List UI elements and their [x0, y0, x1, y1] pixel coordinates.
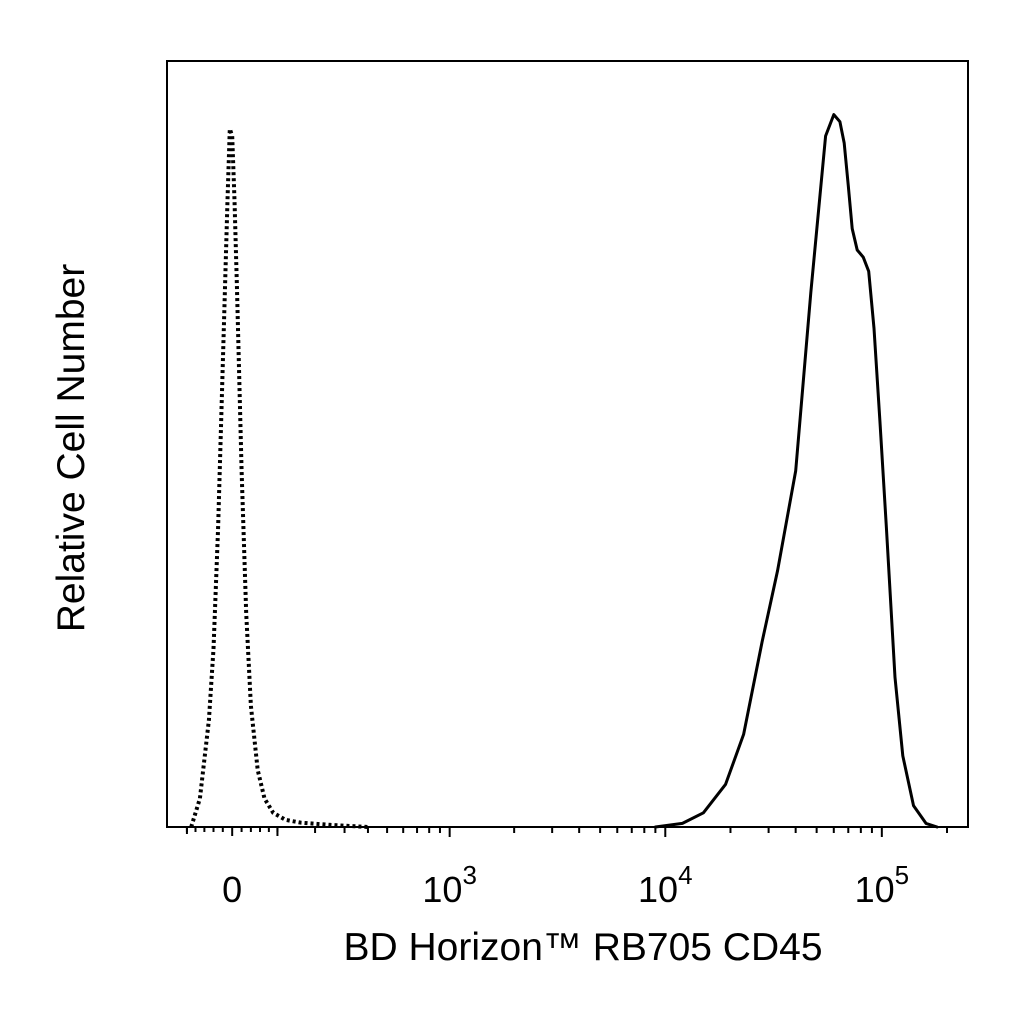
x-tick-label-exponent: 3 [462, 860, 476, 890]
x-tick-label: 103 [422, 860, 477, 910]
series-cd45-stained-line [653, 113, 939, 829]
x-axis-tick-labels: 0 103 104 105 [222, 860, 909, 910]
y-axis-label: Relative Cell Number [50, 263, 93, 633]
x-tick-label-base: 10 [422, 869, 462, 910]
x-tick-label-base: 10 [855, 869, 895, 910]
x-axis-ticks [185, 827, 949, 837]
x-tick-label: 105 [855, 860, 910, 910]
x-tick-label-exponent: 4 [678, 860, 692, 890]
x-tick-label-base: 0 [222, 869, 242, 910]
plot-frame [166, 60, 969, 828]
series-unstained-control-line [189, 126, 369, 829]
x-tick-label-exponent: 5 [895, 860, 909, 890]
x-tick-label: 104 [638, 860, 693, 910]
x-tick-label-base: 10 [638, 869, 678, 910]
x-tick-label: 0 [222, 869, 242, 910]
x-axis-label: BD Horizon™ RB705 CD45 [343, 926, 823, 969]
series-layer [189, 113, 939, 829]
